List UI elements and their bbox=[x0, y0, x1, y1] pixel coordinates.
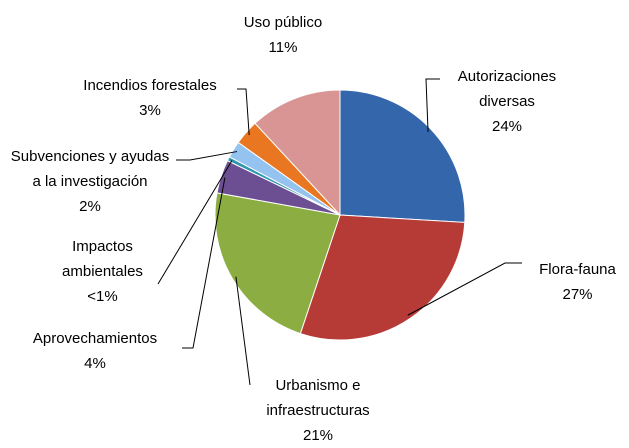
value-label: 21% bbox=[302, 427, 334, 444]
pie-slice bbox=[299, 214, 466, 341]
slice-label: Incendios forestales 3% bbox=[55, 73, 245, 123]
category-name: Impactos ambientales bbox=[62, 238, 143, 280]
value-label: 3% bbox=[139, 102, 161, 119]
category-name: Autorizaciones diversas bbox=[457, 68, 557, 110]
value-label: <1% bbox=[87, 288, 118, 305]
leader-line bbox=[157, 160, 233, 285]
pie-slice bbox=[254, 89, 341, 217]
category-name: Incendios forestales bbox=[83, 77, 217, 94]
leader-line bbox=[425, 78, 440, 133]
leader-line bbox=[176, 151, 238, 161]
pie-slice bbox=[214, 192, 341, 335]
leader-line bbox=[407, 262, 522, 316]
category-name: Aprovechamientos bbox=[32, 330, 158, 347]
slice-label: Aprovechamientos 4% bbox=[10, 326, 180, 376]
value-label: 2% bbox=[79, 198, 101, 215]
value-label: 24% bbox=[491, 118, 523, 135]
category-name: Flora-fauna bbox=[539, 261, 616, 278]
value-label: 27% bbox=[562, 286, 593, 303]
leader-line bbox=[237, 88, 250, 136]
value-label: 4% bbox=[84, 355, 106, 372]
slice-label: Uso público 11% bbox=[213, 10, 353, 60]
category-name: Uso público bbox=[243, 14, 323, 31]
pie-slice bbox=[339, 89, 466, 223]
slice-label: Impactos ambientales <1% bbox=[40, 234, 165, 309]
slice-label: Urbanismo e infraestructuras 21% bbox=[238, 373, 398, 448]
leader-line bbox=[182, 177, 226, 349]
slice-label: Subvenciones y ayudas a la investigación… bbox=[10, 144, 170, 219]
value-label: 11% bbox=[268, 39, 298, 56]
leader-line bbox=[235, 276, 251, 386]
category-name: Subvenciones y ayudas a la investigación bbox=[10, 148, 170, 190]
category-name: Urbanismo e infraestructuras bbox=[266, 377, 370, 419]
slice-label: Flora-fauna 27% bbox=[520, 257, 629, 307]
slice-label: Autorizaciones diversas 24% bbox=[432, 64, 582, 139]
